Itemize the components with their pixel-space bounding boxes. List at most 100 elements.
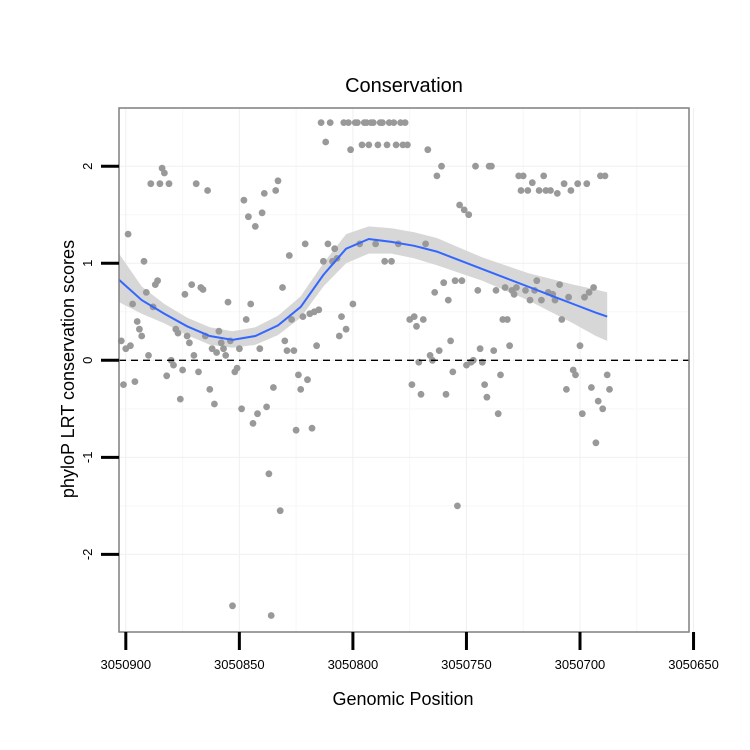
data-point xyxy=(211,400,218,408)
data-point xyxy=(165,180,173,188)
data-point xyxy=(383,141,391,149)
data-point xyxy=(592,439,600,447)
data-point xyxy=(206,386,214,393)
data-point xyxy=(454,502,461,510)
y-axis-title: phyloP LRT conservation scores xyxy=(58,240,78,498)
data-point xyxy=(256,345,264,353)
data-point xyxy=(270,384,277,391)
data-point xyxy=(567,187,575,194)
data-point xyxy=(297,386,305,393)
data-point xyxy=(560,180,568,188)
data-point xyxy=(179,366,187,374)
data-point xyxy=(295,371,302,379)
data-point xyxy=(133,318,141,325)
data-point xyxy=(242,316,250,323)
data-point xyxy=(183,332,191,340)
y-tick-label: -2 xyxy=(80,549,95,561)
data-point xyxy=(138,332,146,340)
data-point xyxy=(322,138,330,146)
data-point xyxy=(174,329,182,337)
data-point xyxy=(603,371,611,379)
x-tick-label: 3050800 xyxy=(328,657,379,672)
data-point xyxy=(419,316,427,323)
y-tick-label: 1 xyxy=(80,260,95,267)
data-point xyxy=(374,141,382,149)
x-tick-label: 3050900 xyxy=(101,657,152,672)
data-point xyxy=(195,368,202,376)
data-point xyxy=(547,187,554,194)
data-point xyxy=(572,371,579,379)
data-point xyxy=(313,342,320,350)
data-point xyxy=(410,313,418,320)
data-point xyxy=(247,300,255,308)
data-point xyxy=(342,325,350,333)
data-point xyxy=(285,252,293,259)
confidence-ribbon xyxy=(119,226,608,348)
data-point xyxy=(379,119,386,126)
data-point xyxy=(372,240,379,248)
data-point xyxy=(565,293,572,301)
data-point xyxy=(578,410,586,418)
data-point xyxy=(315,306,323,314)
data-point xyxy=(254,410,261,418)
data-point xyxy=(213,349,221,356)
data-point xyxy=(585,289,593,296)
data-point xyxy=(345,119,352,126)
data-point xyxy=(238,405,246,413)
data-point xyxy=(245,213,252,221)
data-point xyxy=(401,119,409,126)
data-point xyxy=(601,172,609,180)
data-point xyxy=(260,190,268,197)
data-point xyxy=(233,364,241,372)
data-point xyxy=(190,352,198,359)
data-point xyxy=(524,187,532,194)
data-point xyxy=(224,298,232,306)
data-point xyxy=(308,424,316,432)
data-point xyxy=(528,179,536,187)
data-point xyxy=(581,293,588,301)
plot-area: 3050900 3050850 3050800 3050750 3050700 30506… xyxy=(80,107,719,672)
x-tick-label: 3050850 xyxy=(214,657,265,672)
data-point xyxy=(472,162,479,170)
data-point xyxy=(163,372,171,380)
data-point xyxy=(533,277,541,285)
y-tick-label: -1 xyxy=(80,452,95,464)
data-point xyxy=(204,187,212,194)
data-point xyxy=(501,284,509,291)
data-point xyxy=(249,420,257,427)
data-point xyxy=(522,287,529,294)
data-point xyxy=(553,190,561,197)
data-point xyxy=(299,313,307,320)
data-point xyxy=(326,119,334,126)
data-point xyxy=(583,180,591,188)
data-point xyxy=(431,289,439,296)
data-point xyxy=(599,405,607,413)
data-point xyxy=(492,287,500,294)
chart-title: Conservation xyxy=(345,75,463,97)
x-axis-title: Genomic Position xyxy=(332,689,473,709)
data-point xyxy=(142,289,150,296)
data-point xyxy=(390,119,398,126)
data-point xyxy=(438,162,445,170)
data-point xyxy=(186,339,193,347)
data-point xyxy=(281,337,289,345)
data-point xyxy=(288,316,295,323)
data-point xyxy=(576,342,584,350)
data-point xyxy=(274,177,282,185)
data-point xyxy=(349,300,357,308)
data-point xyxy=(517,187,525,194)
data-point xyxy=(456,201,463,209)
data-point xyxy=(458,277,466,285)
data-point xyxy=(590,284,597,291)
data-point xyxy=(460,206,468,214)
data-point xyxy=(513,284,520,291)
data-point xyxy=(588,384,595,391)
data-point xyxy=(481,381,488,388)
data-point xyxy=(381,257,389,265)
data-point xyxy=(497,371,504,379)
data-point xyxy=(265,470,273,478)
data-point xyxy=(120,381,127,388)
data-point xyxy=(563,386,570,393)
data-point xyxy=(606,386,613,393)
